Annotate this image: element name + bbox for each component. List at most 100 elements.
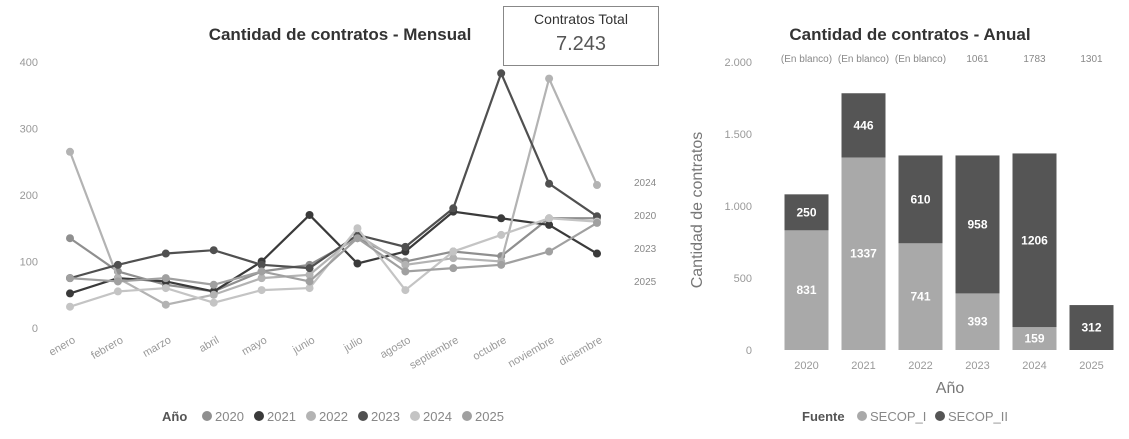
- bar-top-label: (En blanco): [781, 54, 832, 65]
- data-point-2023: [449, 204, 458, 213]
- monthly-x-tick: febrero: [89, 334, 125, 362]
- monthly-y-tick: 0: [32, 323, 38, 335]
- bar-data-label: 446: [853, 118, 873, 132]
- data-point-2022: [209, 290, 218, 299]
- monthly-x-tick: septiembre: [408, 334, 461, 372]
- data-point-2025: [161, 274, 170, 283]
- monthly-x-tick: enero: [47, 334, 77, 358]
- data-point-2022: [593, 181, 601, 190]
- bar-segment-SECOP_I: [898, 243, 943, 350]
- annual-y-tick: 2.000: [724, 57, 752, 69]
- annual-x-axis-title: Año: [936, 380, 965, 397]
- bar-data-label: 1337: [850, 247, 877, 261]
- bar-data-label: 831: [796, 283, 816, 297]
- bar-data-label: 393: [967, 315, 987, 329]
- annual-x-tick: 2022: [908, 360, 932, 372]
- annual-chart-panel: Cantidad de contratos - Anual Cantidad d…: [680, 0, 1129, 434]
- data-point-2025: [593, 218, 601, 227]
- data-point-2025: [113, 277, 122, 286]
- bar-top-label: 1061: [966, 54, 989, 65]
- legend-item-2020: 2020: [215, 409, 244, 424]
- legend-swatch-2023: [358, 411, 368, 421]
- annual-x-tick: 2024: [1022, 360, 1046, 372]
- data-point-2022: [66, 147, 74, 156]
- legend-swatch-2024: [410, 411, 420, 421]
- series-line-2023: [69, 70, 598, 280]
- annual-y-axis-title: Cantidad de contratos: [689, 132, 706, 289]
- monthly-x-tick: mayo: [240, 334, 269, 358]
- bar-top-label: (En blanco): [895, 54, 946, 65]
- bar-top-label: (En blanco): [838, 54, 889, 65]
- annual-y-tick: 1.000: [724, 201, 752, 213]
- bar-segment-SECOP_II: [898, 155, 943, 244]
- monthly-chart-panel: Cantidad de contratos - Mensual 0 100 200 3…: [19, 25, 657, 424]
- data-point-2025: [66, 274, 74, 283]
- data-point-2021: [593, 249, 601, 258]
- data-point-2023: [545, 179, 554, 188]
- legend-swatch-SECOP_II: [935, 411, 945, 421]
- data-point-2025: [353, 234, 362, 243]
- data-point-2021: [497, 214, 506, 223]
- data-point-2021: [353, 259, 362, 268]
- annual-chart-title: Cantidad de contratos - Anual: [789, 25, 1030, 44]
- kpi-value: 7.243: [555, 33, 607, 55]
- bar-segment-SECOP_I: [784, 230, 829, 350]
- line-end-label: 2023: [634, 244, 657, 255]
- legend-item-SECOP_I: SECOP_I: [870, 409, 926, 424]
- bar-segment-SECOP_I: [841, 157, 886, 350]
- series-line-2021: [69, 210, 598, 295]
- line-end-label: 2025: [634, 277, 657, 288]
- data-point-2023: [209, 246, 218, 255]
- annual-y-tick: 500: [734, 273, 752, 285]
- data-point-2021: [545, 220, 554, 229]
- data-point-2024: [161, 284, 170, 293]
- series-line-2024: [69, 217, 598, 308]
- annual-x-tick: 2025: [1079, 360, 1103, 372]
- legend-item-2022: 2022: [319, 409, 348, 424]
- legend-swatch-SECOP_I: [857, 411, 867, 421]
- legend-item-SECOP_II: SECOP_II: [948, 409, 1008, 424]
- data-point-2022: [257, 274, 266, 283]
- legend-swatch-2020: [202, 411, 212, 421]
- monthly-x-tick: marzo: [141, 334, 173, 360]
- legend-item-2023: 2023: [371, 409, 400, 424]
- data-point-2022: [401, 260, 410, 269]
- data-point-2024: [449, 247, 458, 256]
- data-point-2024: [497, 230, 506, 239]
- data-point-2025: [305, 277, 314, 286]
- bar-segment-SECOP_II: [1012, 153, 1057, 328]
- data-point-2023: [401, 242, 410, 251]
- data-point-2024: [305, 284, 314, 293]
- monthly-chart-title: Cantidad de contratos - Mensual: [209, 25, 472, 44]
- data-point-2025: [257, 267, 266, 276]
- bar-data-label: 610: [910, 192, 930, 206]
- legend-swatch-2022: [306, 411, 316, 421]
- bar-segment-SECOP_II: [955, 155, 1000, 294]
- data-point-2023: [161, 249, 170, 258]
- bar-data-label: 958: [967, 217, 987, 231]
- bar-data-label: 312: [1081, 321, 1101, 335]
- legend-item-2021: 2021: [267, 409, 296, 424]
- data-point-2023: [257, 260, 266, 269]
- monthly-y-tick: 200: [20, 190, 38, 202]
- legend-swatch-2025: [462, 411, 472, 421]
- data-point-2024: [257, 286, 266, 295]
- series-line-2025: [69, 221, 598, 286]
- data-point-2025: [401, 267, 410, 276]
- legend-swatch-2021: [254, 411, 264, 421]
- monthly-y-tick: 100: [20, 257, 38, 269]
- data-point-2022: [449, 254, 458, 263]
- data-point-2024: [209, 298, 218, 307]
- legend-item-2024: 2024: [423, 409, 452, 424]
- annual-y-tick: 0: [746, 345, 752, 357]
- bar-data-label: 250: [796, 205, 816, 219]
- data-point-2024: [66, 302, 74, 311]
- monthly-x-tick: noviembre: [506, 334, 556, 370]
- data-point-2025: [449, 264, 458, 273]
- monthly-x-tick: octubre: [471, 334, 509, 363]
- line-end-label: 2024: [634, 178, 657, 189]
- data-point-2020: [66, 234, 74, 243]
- annual-bar-chart: Cantidad de contratos - Anual Cantidad d…: [689, 25, 1114, 424]
- monthly-y-tick: 300: [20, 124, 38, 136]
- annual-legend-title: Fuente: [802, 409, 845, 424]
